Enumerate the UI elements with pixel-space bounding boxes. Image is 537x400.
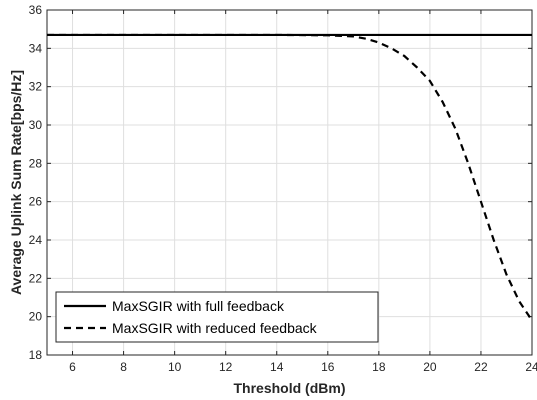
x-tick-label: 10	[168, 360, 182, 374]
x-tick-label: 14	[270, 360, 284, 374]
legend-label-reduced-feedback: MaxSGIR with reduced feedback	[112, 320, 318, 336]
y-tick-label: 36	[29, 3, 43, 17]
y-tick-label: 34	[29, 41, 43, 55]
y-tick-label: 26	[29, 195, 43, 209]
series-line-reduced-feedback	[47, 33, 533, 322]
x-tick-label: 18	[372, 360, 386, 374]
y-tick-label: 22	[29, 271, 43, 285]
y-tick-label: 18	[29, 348, 43, 362]
axes-ticks: 6 8 10 12 14 16 18 20 22 24 18 20 22 24 26 28 30 32 34 36	[29, 3, 537, 374]
legend-label-full-feedback: MaxSGIR with full feedback	[112, 298, 285, 314]
plot-area	[46, 9, 533, 356]
y-tick-label: 28	[29, 156, 43, 170]
series-group	[47, 33, 533, 322]
x-tick-label: 24	[525, 360, 537, 374]
y-tick-label: 24	[29, 233, 43, 247]
x-tick-label: 12	[219, 360, 233, 374]
legend-box	[55, 291, 379, 343]
x-tick-label: 16	[321, 360, 335, 374]
legend: MaxSGIR with full feedback MaxSGIR with …	[55, 291, 379, 343]
y-tick-label: 30	[29, 118, 43, 132]
x-tick-label: 8	[120, 360, 127, 374]
y-tick-label: 20	[29, 310, 43, 324]
y-axis-label: Average Uplink Sum Rate[bps/Hz]	[8, 70, 24, 295]
x-axis-label: Threshold (dBm)	[234, 380, 346, 396]
y-tick-label: 32	[29, 80, 43, 94]
x-tick-label: 22	[474, 360, 488, 374]
x-tick-label: 20	[423, 360, 437, 374]
x-tick-label: 6	[69, 360, 76, 374]
